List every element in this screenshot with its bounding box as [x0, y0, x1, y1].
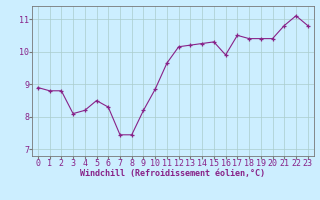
X-axis label: Windchill (Refroidissement éolien,°C): Windchill (Refroidissement éolien,°C) — [80, 169, 265, 178]
